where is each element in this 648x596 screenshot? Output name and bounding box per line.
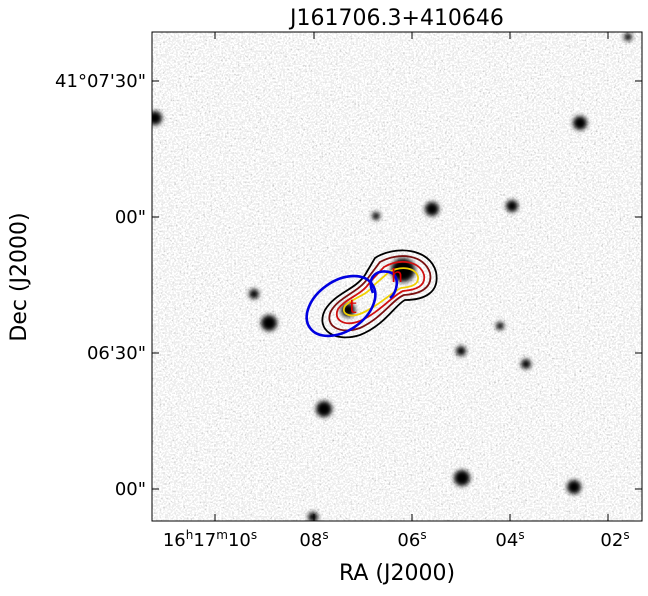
x-tick-label: 16h17m10s [163,528,257,551]
y-tick-label: 06'30" [87,343,146,364]
tick-label-part: s [518,528,524,542]
tick-label-part: 02 [600,530,623,551]
x-tick-label: 04s [495,528,524,551]
x-tick-label: 02s [600,528,629,551]
x-axis-label: RA (J2000) [339,561,455,586]
annotation: h [391,265,403,287]
plot-frame [151,31,643,522]
title: J161706.3+410646 [288,6,504,31]
tick-label-part: 04 [495,530,518,551]
tick-label-part: s [623,528,629,542]
sky-image: t h [152,32,642,521]
tick-label-part: 17 [193,530,216,551]
tick-label-part: s [251,528,257,542]
x-tick-label: 06s [397,528,426,551]
y-tick-label: 41°07'30" [55,71,146,92]
tick-marks [152,32,642,521]
y-tick-label: 00" [115,479,146,500]
tick-label-part: h [186,528,194,542]
tick-label-part: 16 [163,530,186,551]
annotation: t [349,296,356,318]
tick-label-part: s [322,528,328,542]
tick-label-part: s [420,528,426,542]
tick-label-part: 10 [228,530,251,551]
tick-label-part: m [216,528,228,542]
tick-label-part: 06 [397,530,420,551]
tick-label-part: 08 [299,530,322,551]
contours [305,249,438,339]
y-tick-label: 00" [115,207,146,228]
x-tick-label: 08s [299,528,328,551]
y-axis-label: Dec (J2000) [7,212,32,341]
